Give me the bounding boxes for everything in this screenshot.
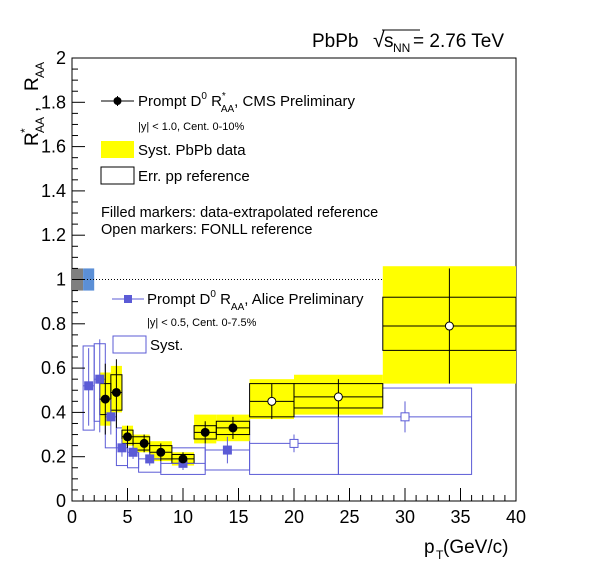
alice-legend-note: |y| < 0.5, Cent. 0-7.5%: [147, 317, 257, 329]
x-tick-label: 30: [395, 507, 415, 527]
alice-point: [128, 447, 138, 457]
xlabel-p: p: [424, 537, 435, 558]
title-sqrt-glyph: √: [373, 29, 385, 52]
cms-point: [228, 423, 238, 433]
filled-markers-note: Filled markers: data-extrapolated refere…: [101, 205, 378, 221]
alice-point: [145, 454, 155, 464]
cms-point: [139, 438, 149, 448]
y-tick-label: 1.8: [41, 92, 66, 112]
x-tick-label: 0: [67, 507, 77, 527]
ylabel-r1: R: [22, 132, 43, 146]
cms-syst-label: Syst. PbPb data: [138, 142, 246, 159]
x-tick-label: 35: [450, 507, 470, 527]
alice-point: [95, 374, 105, 384]
xlabel-sub: T: [436, 548, 444, 562]
cms-points: [100, 321, 454, 464]
x-ticks: 0 5 10 15 20 25 30 35 40: [67, 488, 526, 527]
y-tick-label: 1.6: [41, 137, 66, 157]
alice-error-bars: [83, 339, 472, 470]
y-tick-label: 1.2: [41, 225, 66, 245]
ylabel-r2: R: [22, 77, 43, 91]
x-tick-label: 15: [228, 507, 248, 527]
title-s: s: [384, 31, 394, 52]
alice-syst-box: [337, 387, 473, 475]
x-axis-label: p T (GeV/c): [424, 537, 508, 562]
x-tick-label: 40: [506, 507, 526, 527]
y-tick-label: 0.4: [41, 402, 66, 422]
cms-err-swatch: [100, 166, 135, 185]
cms-point: [156, 447, 166, 457]
x-tick-label: 25: [339, 507, 359, 527]
cms-point: [444, 321, 454, 331]
y-ticks: 0 0.2 0.4 0.6 0.8 1 1.2 1.4 1.6 1.8 2: [41, 48, 85, 511]
chart-title: PbPb: [312, 31, 358, 52]
title-energy: = 2.76 TeV: [413, 31, 504, 52]
alice-legend: Prompt D0 RAA, Alice Preliminary |y| < 0…: [112, 289, 364, 354]
alice-legend-label: Prompt D0 RAA, Alice Preliminary: [147, 289, 364, 313]
alice-syst-swatch: [112, 335, 147, 354]
cms-point: [200, 427, 210, 437]
cms-point: [111, 387, 121, 397]
y-tick-label: 0.6: [41, 358, 66, 378]
cms-err-label: Err. pp reference: [138, 168, 250, 185]
alice-point: [117, 443, 127, 453]
alice-point: [84, 381, 94, 391]
alice-syst-label: Syst.: [150, 337, 183, 354]
y-tick-label: 0: [56, 491, 66, 511]
norm-box-1: [83, 268, 95, 291]
x-tick-label: 10: [173, 507, 193, 527]
cms-legend-marker: [113, 97, 122, 105]
ylabel-r1-sub: AA: [33, 117, 47, 133]
cms-syst-swatch: [101, 141, 134, 158]
cms-legend: Prompt D0 R* AA, CMS Preliminary |y| < 1.…: [100, 91, 378, 238]
x-tick-label: 20: [284, 507, 304, 527]
open-markers-note: Open markers: FONLL reference: [101, 222, 312, 238]
ylabel-r1-sup: *: [18, 128, 32, 133]
y-tick-label: 0.8: [41, 314, 66, 334]
ylabel-r2-sub: AA: [33, 62, 47, 78]
alice-point: [106, 412, 116, 422]
cms-point: [178, 454, 188, 464]
cms-legend-label: Prompt D0 R* AA, CMS Preliminary: [138, 91, 356, 115]
cms-point: [100, 394, 110, 404]
ylabel-sep: ,: [22, 107, 43, 112]
y-axis-label: R * AA , R AA: [18, 62, 47, 146]
y-tick-label: 1: [56, 270, 66, 290]
alice-legend-marker: [124, 295, 132, 303]
title-s-sub: NN: [393, 41, 410, 55]
alice-point: [289, 438, 299, 448]
alice-point: [222, 445, 232, 455]
alice-points: [84, 374, 410, 468]
x-tick-label: 5: [122, 507, 132, 527]
alice-point: [400, 412, 410, 422]
y-tick-label: 2: [56, 48, 66, 68]
cms-point: [267, 396, 277, 406]
xlabel-units: (GeV/c): [443, 537, 508, 558]
cms-point: [123, 432, 132, 442]
cms-point: [333, 392, 343, 402]
cms-legend-note: |y| < 1.0, Cent. 0-10%: [138, 121, 245, 133]
y-tick-label: 1.4: [41, 181, 66, 201]
y-tick-label: 0.2: [41, 447, 66, 467]
